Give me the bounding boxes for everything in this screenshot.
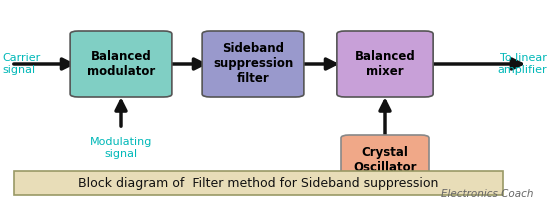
Text: Sideband
suppression
filter: Sideband suppression filter [213,43,293,86]
Text: To linear
amplifier: To linear amplifier [498,53,547,75]
Text: Crystal
Oscillator: Crystal Oscillator [353,146,417,174]
Text: Electronics Coach: Electronics Coach [441,189,534,199]
Text: Modulating
signal: Modulating signal [90,137,152,159]
FancyBboxPatch shape [337,31,433,97]
FancyBboxPatch shape [341,135,429,185]
Text: Block diagram of  Filter method for Sideband suppression: Block diagram of Filter method for Sideb… [78,176,439,190]
FancyBboxPatch shape [202,31,304,97]
FancyBboxPatch shape [14,171,503,195]
Text: Balanced
mixer: Balanced mixer [355,50,415,78]
FancyBboxPatch shape [70,31,172,97]
Text: Balanced
modulator: Balanced modulator [87,50,155,78]
Text: Carrier
signal: Carrier signal [3,53,41,75]
